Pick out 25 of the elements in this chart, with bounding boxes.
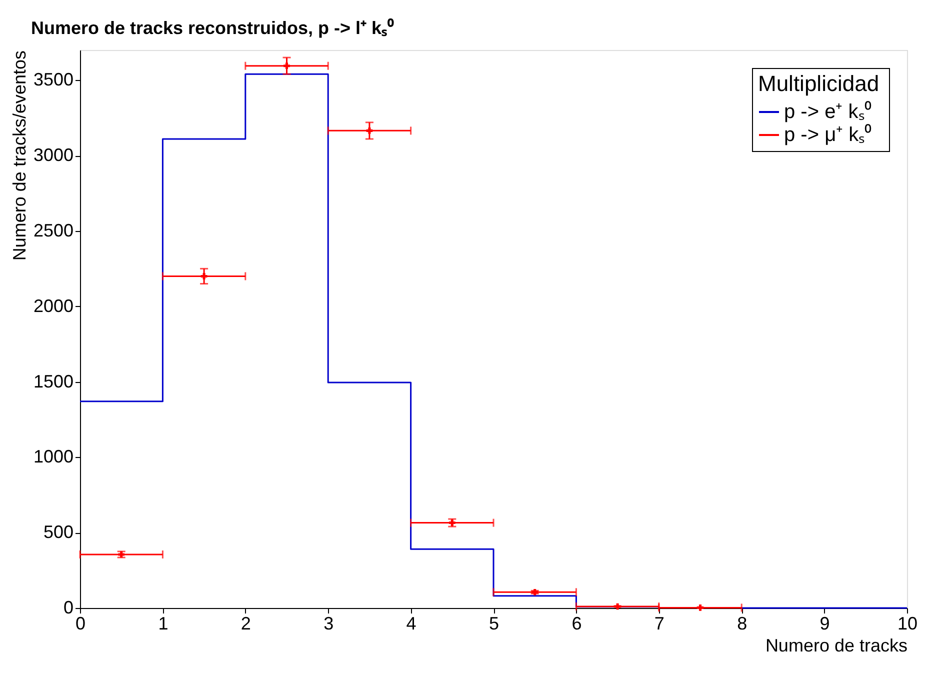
x-tick-label: 7 (654, 614, 664, 634)
x-tick-label: 10 (897, 614, 918, 634)
y-tick-label: 3500 (33, 70, 74, 90)
legend-title: Multiplicidad (758, 71, 880, 96)
x-tick-label: 3 (324, 614, 334, 634)
x-tick-label: 5 (488, 614, 500, 634)
x-tick-label: 1 (158, 614, 168, 634)
x-axis-title: Numero de tracks (765, 636, 908, 656)
y-tick-label: 0 (63, 598, 74, 618)
legend-label: p -> e⁺ kₛ⁰ (784, 100, 872, 123)
legend-label: p -> μ⁺ kₛ⁰ (784, 123, 872, 146)
y-tick-label: 2500 (33, 220, 74, 240)
x-tick-label: 4 (406, 614, 416, 634)
x-tick-label: 2 (240, 614, 251, 634)
y-tick-label: 1500 (33, 371, 74, 392)
y-tick-label: 3000 (33, 145, 74, 166)
x-tick-label: 8 (737, 614, 748, 634)
y-tick-label: 1000 (33, 446, 74, 467)
x-tick-label: 0 (75, 614, 86, 634)
y-tick-label: 500 (43, 522, 74, 542)
y-axis-title: Numero de tracks/eventos (9, 50, 30, 261)
chart-title: Numero de tracks reconstruidos, p -> l⁺ kₛ⁰ (30, 18, 395, 38)
x-tick-label: 6 (572, 614, 582, 634)
y-tick-label: 2000 (33, 296, 74, 316)
x-tick-label: 9 (820, 614, 830, 634)
